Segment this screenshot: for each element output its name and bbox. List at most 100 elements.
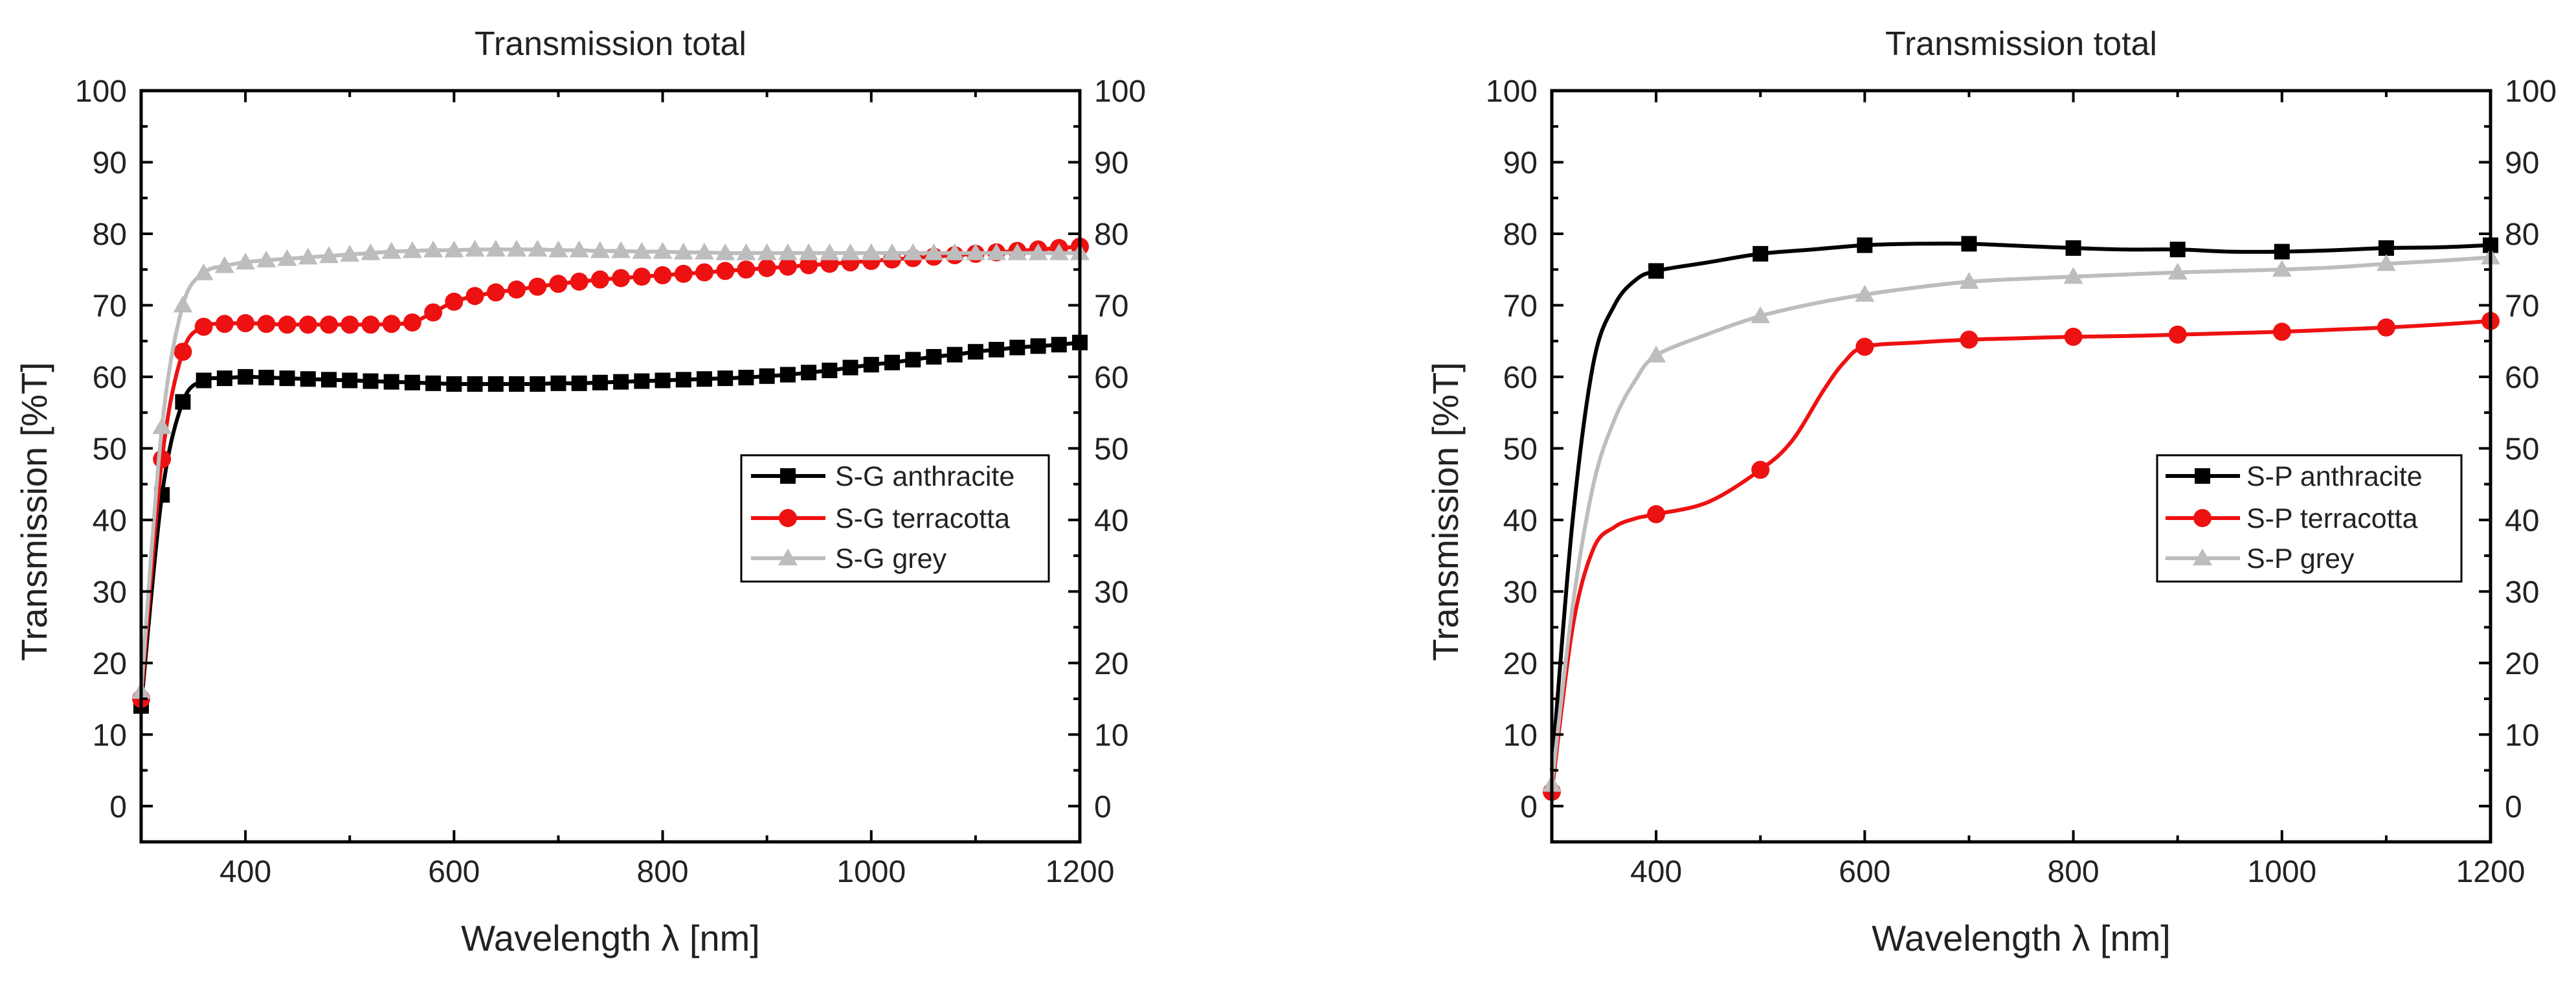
x-tick-label: 600: [1839, 855, 1890, 889]
data-point-s-g-anthracite: [425, 375, 442, 391]
data-point-s-g-anthracite: [697, 371, 712, 387]
data-point-s-g-terracotta: [612, 269, 631, 288]
data-point-s-g-grey: [695, 242, 714, 260]
data-point-s-g-grey: [444, 240, 464, 258]
x-tick-label: 400: [1630, 855, 1682, 889]
y-tick-label: 20: [93, 647, 127, 681]
data-point-s-p-anthracite: [2274, 243, 2290, 260]
data-point-s-g-anthracite: [989, 341, 1005, 357]
data-point-s-g-terracotta: [194, 317, 213, 336]
y-tick-label: 0: [1520, 790, 1538, 824]
data-point-s-g-grey: [298, 247, 318, 265]
data-point-s-g-anthracite: [634, 373, 650, 389]
data-point-s-p-anthracite: [2065, 240, 2081, 256]
right-legend-item-grey: S-P grey: [2166, 543, 2355, 574]
data-point-s-g-grey: [402, 241, 422, 258]
y-tick-label-right: 50: [1094, 432, 1128, 466]
data-point-s-g-anthracite: [926, 348, 942, 365]
right-legend-item-terracotta: S-P terracotta: [2166, 503, 2418, 534]
data-point-s-g-anthracite: [363, 373, 379, 389]
right-chart-title: Transmission total: [1885, 25, 2157, 63]
data-point-s-g-anthracite: [238, 368, 254, 385]
x-tick-label: 1200: [1046, 855, 1115, 889]
data-point-s-g-terracotta: [445, 292, 464, 311]
data-point-s-g-grey: [173, 295, 193, 313]
y-tick-label-right: 60: [1094, 361, 1128, 395]
left-legend-label-anthracite: S-G anthracite: [835, 461, 1014, 492]
data-point-s-g-anthracite: [717, 370, 734, 387]
data-point-s-p-anthracite: [1753, 245, 1769, 262]
data-point-s-p-grey: [1855, 284, 1875, 302]
x-tick-label: 1200: [2456, 855, 2526, 889]
y-tick-label: 60: [1503, 361, 1538, 395]
data-point-s-g-grey: [861, 243, 881, 260]
data-point-s-p-terracotta: [2064, 328, 2083, 346]
right-legend-label-anthracite: S-P anthracite: [2246, 461, 2423, 492]
y-tick-label: 40: [93, 504, 127, 538]
y-tick-label: 30: [93, 575, 127, 609]
data-point-s-g-anthracite: [738, 370, 754, 386]
x-tick-label: 800: [2048, 855, 2100, 889]
data-point-s-g-anthracite: [592, 374, 608, 391]
right-x-axis-label: Wavelength λ [nm]: [1872, 918, 2171, 958]
y-tick-label-right: 20: [2505, 647, 2539, 681]
data-point-s-p-grey: [2167, 262, 2188, 280]
data-point-s-g-terracotta: [298, 315, 317, 334]
data-point-s-p-terracotta: [1647, 505, 1666, 524]
data-point-s-g-terracotta: [674, 264, 693, 283]
data-point-s-g-terracotta: [320, 315, 338, 334]
x-tick-label: 1000: [2247, 855, 2316, 889]
data-point-s-g-grey: [1049, 243, 1069, 260]
data-point-s-g-anthracite: [216, 370, 232, 387]
data-point-s-g-anthracite: [1051, 337, 1067, 353]
data-point-s-g-terracotta: [403, 313, 421, 332]
data-point-s-g-terracotta: [341, 315, 359, 334]
data-point-s-g-terracotta: [215, 315, 234, 334]
data-point-s-p-terracotta: [2168, 325, 2187, 344]
x-tick-label: 800: [637, 855, 689, 889]
left-legend-label-grey: S-G grey: [835, 543, 947, 574]
y-tick-label: 40: [1503, 504, 1538, 538]
data-point-s-g-anthracite: [550, 375, 566, 391]
data-point-s-p-anthracite: [1961, 236, 1977, 252]
y-tick-label-right: 30: [1094, 575, 1128, 609]
data-point-s-g-terracotta: [361, 315, 380, 334]
right-legend: S-P anthracite S-P terracotta S-P grey: [2156, 454, 2463, 583]
data-point-s-g-terracotta: [257, 315, 276, 334]
data-point-s-g-grey: [653, 242, 673, 259]
data-point-s-p-anthracite: [1857, 237, 1873, 253]
data-point-s-g-grey: [381, 242, 401, 259]
data-point-s-p-terracotta: [2377, 318, 2395, 337]
data-point-s-g-grey: [277, 249, 297, 266]
data-point-s-g-terracotta: [653, 266, 672, 285]
y-tick-label-right: 40: [1094, 504, 1128, 538]
y-tick-label: 90: [1503, 146, 1538, 180]
data-point-s-g-grey: [590, 241, 610, 258]
y-tick-label-right: 0: [2505, 790, 2522, 824]
data-point-s-p-terracotta: [1960, 330, 1978, 349]
left-plot-frame: [139, 89, 1082, 844]
y-tick-label: 70: [93, 289, 127, 323]
data-point-s-g-grey: [945, 243, 965, 260]
data-point-s-g-grey: [256, 250, 276, 267]
data-point-s-p-terracotta: [1855, 337, 1874, 356]
y-tick-label-right: 70: [2505, 289, 2539, 323]
data-point-s-g-grey: [1007, 243, 1027, 260]
data-point-s-p-grey: [1751, 306, 1771, 323]
data-point-s-g-anthracite: [509, 376, 524, 392]
data-point-s-g-anthracite: [446, 376, 462, 392]
y-tick-label-right: 20: [1094, 647, 1128, 681]
left-legend-item-grey: S-G grey: [751, 543, 947, 574]
data-point-s-g-anthracite: [404, 374, 420, 391]
y-tick-label: 10: [93, 718, 127, 753]
y-tick-label-right: 90: [2505, 146, 2539, 180]
left-y-axis-label: Transmission [%T]: [14, 362, 54, 661]
y-tick-label-right: 90: [1094, 146, 1128, 180]
data-point-s-g-anthracite: [383, 374, 399, 390]
right-legend-label-grey: S-P grey: [2246, 543, 2355, 574]
data-point-s-g-grey: [840, 243, 860, 260]
right-axis-ticks: 400 600 800 1000 1200 0 0 10 10 20 20 30 30 40 40 50 50 6…: [1486, 74, 2557, 889]
data-point-s-g-grey: [799, 243, 819, 260]
y-tick-label-right: 30: [2505, 575, 2539, 609]
data-point-s-g-terracotta: [716, 262, 735, 280]
